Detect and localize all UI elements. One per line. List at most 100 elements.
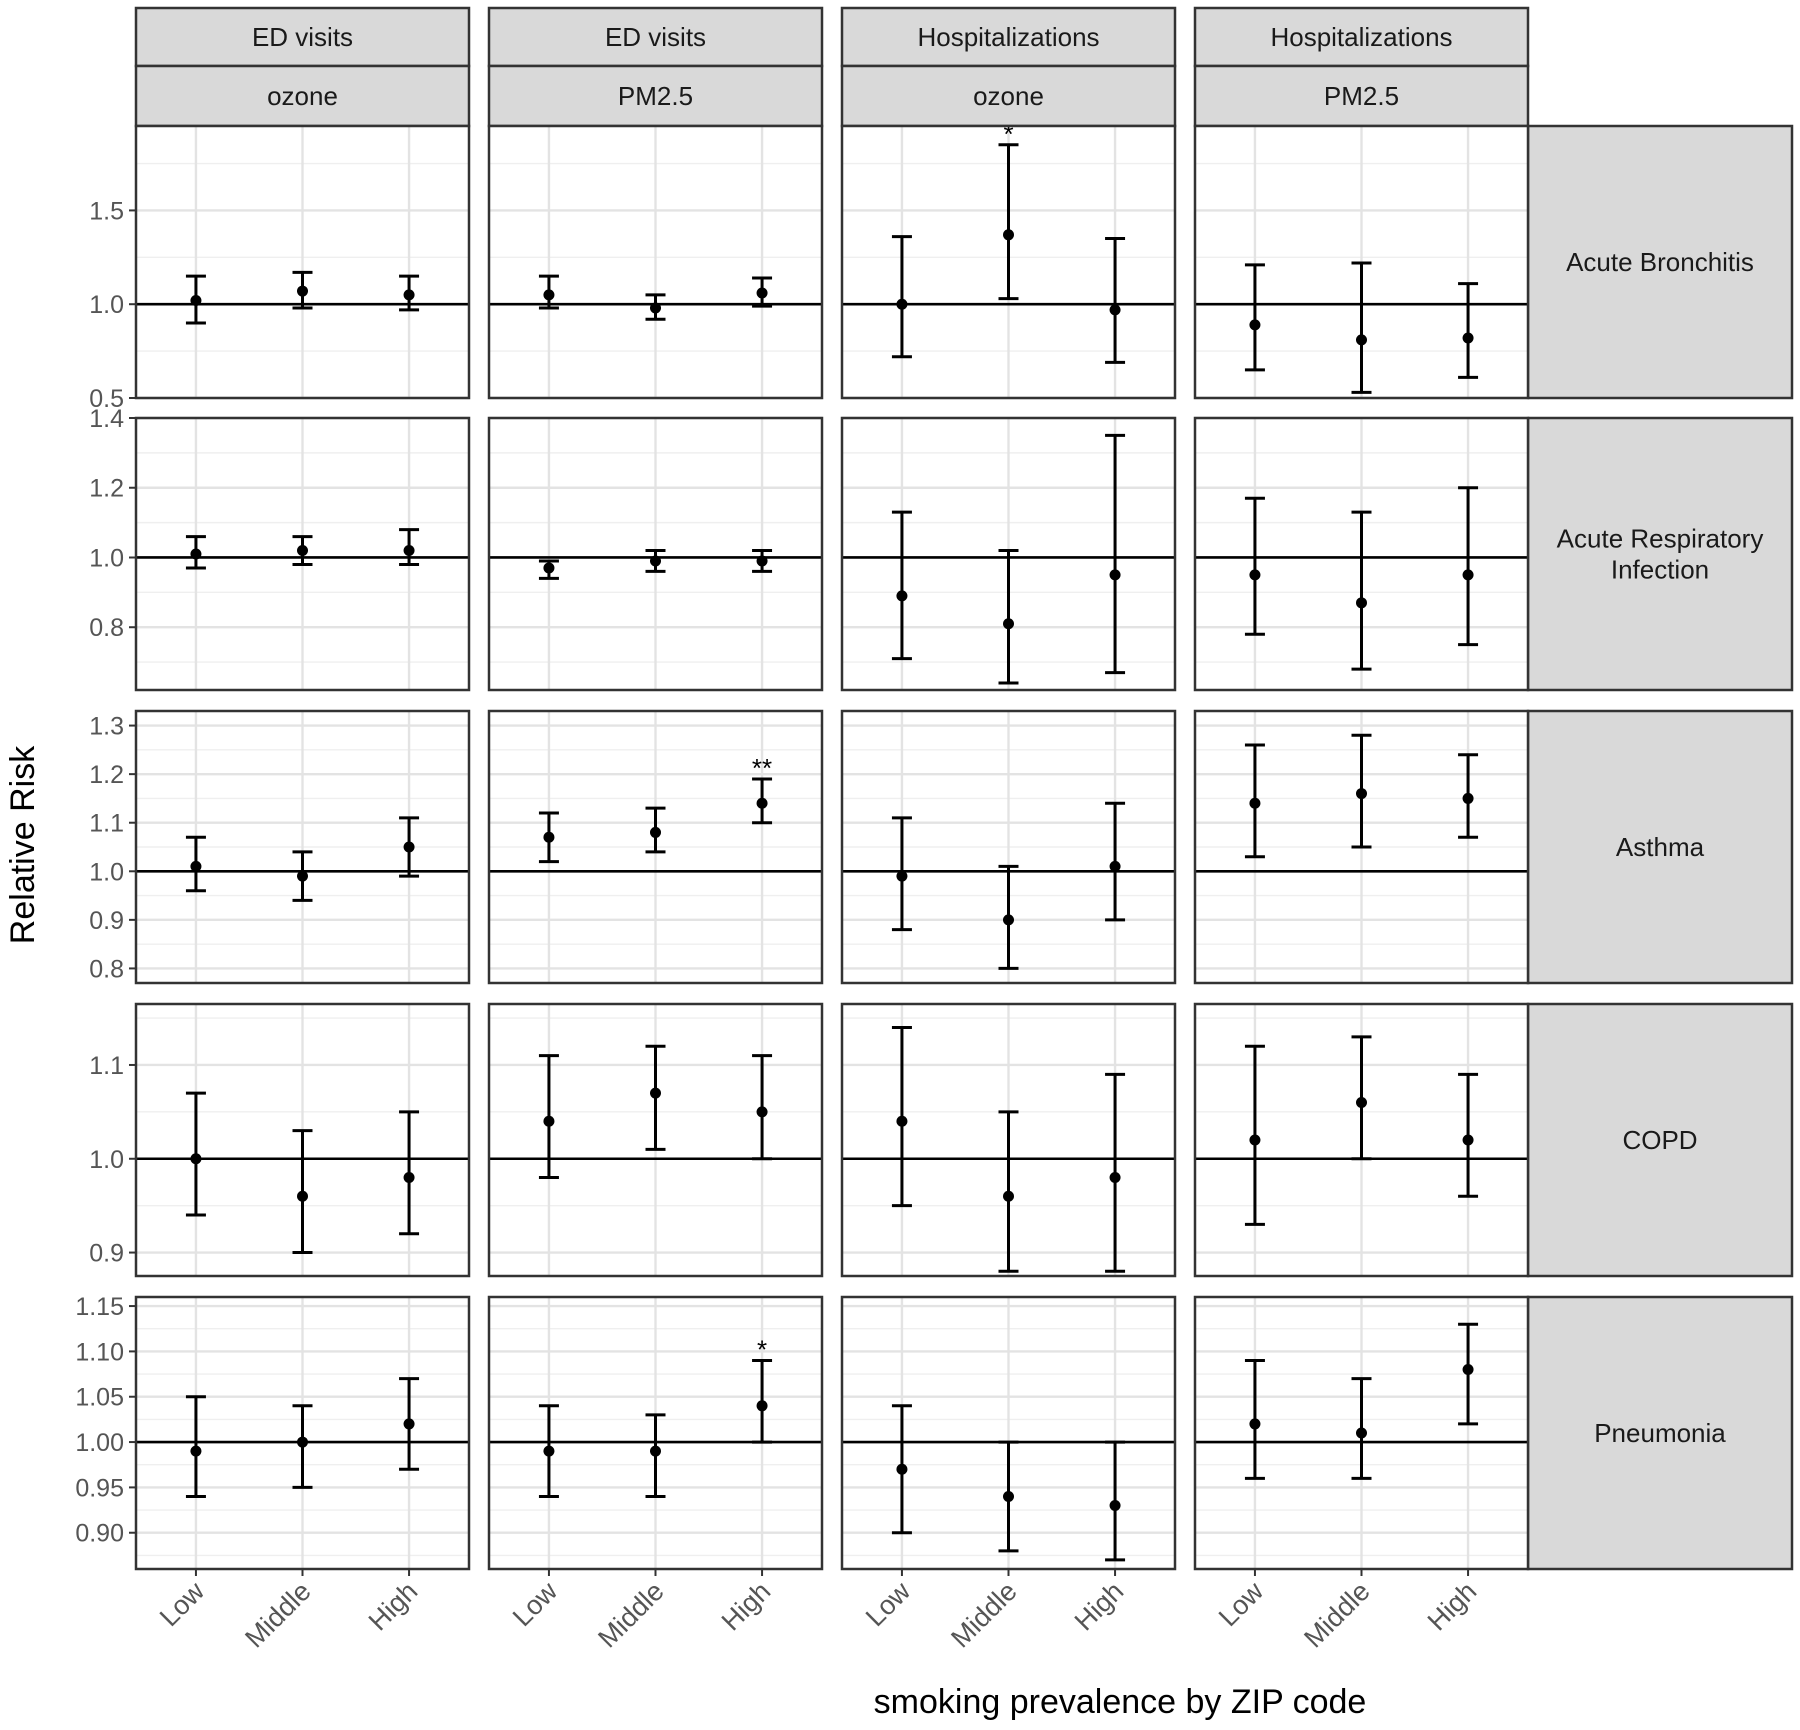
estimate-point [297, 1436, 308, 1448]
strip-row-2 [1526, 709, 1794, 985]
estimate-point [1249, 797, 1261, 809]
x-tick-label: Middle [592, 1576, 669, 1653]
panel-r0-c1 [487, 124, 824, 400]
column-strips: ED visits ozone ED visits PM2.5 Hospitalizat… [134, 6, 1530, 128]
strip-pollutant-label: ozone [267, 81, 338, 111]
panel-border [840, 1002, 1177, 1278]
strip-row-1 [1526, 416, 1794, 692]
x-tick-label: Middle [1298, 1576, 1375, 1653]
estimate-point [896, 1115, 908, 1127]
estimate-point [543, 1115, 555, 1127]
panel-r2-c1: ** [487, 709, 824, 985]
panel-border [487, 416, 824, 692]
estimate-point [650, 826, 661, 838]
y-tick-label: 1.0 [89, 858, 124, 886]
strip-row-label: Asthma [1616, 832, 1705, 862]
x-tick-label: High [716, 1576, 776, 1636]
panel-r3-c1 [487, 1002, 824, 1278]
estimate-point [297, 1190, 308, 1202]
estimate-point [1356, 1096, 1367, 1108]
y-tick-label: 1.2 [89, 761, 124, 789]
panel-r4-c3 [1193, 1295, 1530, 1571]
estimate-point [1462, 792, 1474, 804]
panel-border [840, 416, 1177, 692]
estimate-point [1003, 1190, 1014, 1202]
estimate-point [543, 289, 555, 301]
panel-r0-c0 [134, 124, 471, 400]
x-tick-label: Low [507, 1576, 564, 1633]
x-tick-label: Middle [239, 1576, 316, 1653]
panel-r2-c3 [1193, 709, 1530, 985]
panel-border [487, 709, 824, 985]
estimate-point [297, 285, 308, 297]
strip-row-label: Acute Respiratory [1557, 524, 1764, 554]
estimate-point [543, 562, 555, 574]
strip-outcome-label: ED visits [252, 22, 353, 52]
x-tick-label: High [363, 1576, 423, 1636]
panel-r1-c0 [134, 416, 471, 692]
panel-border [840, 709, 1177, 985]
estimate-point [190, 294, 202, 306]
strip-pollutant-3 [1193, 64, 1530, 128]
estimate-point [403, 1418, 415, 1430]
strip-pollutant-label: PM2.5 [618, 81, 693, 111]
strip-row-4 [1526, 1295, 1794, 1571]
panel-border [134, 1002, 471, 1278]
estimate-point [756, 287, 768, 299]
panel-r3-c3 [1193, 1002, 1530, 1278]
estimate-point [297, 545, 308, 557]
estimate-point [1249, 319, 1261, 331]
panel-r4-c2 [840, 1295, 1177, 1571]
estimate-point [756, 1400, 768, 1412]
panel-r0-c2: * [840, 119, 1177, 400]
significance-marker: * [757, 1334, 767, 1364]
estimate-point [1356, 1427, 1367, 1439]
estimate-point [650, 1445, 661, 1457]
panel-r2-c2 [840, 709, 1177, 985]
significance-marker: * [1003, 119, 1013, 149]
x-tick-label: Low [154, 1576, 211, 1633]
y-tick-label: 0.9 [89, 907, 124, 935]
strip-outcome-label: ED visits [605, 22, 706, 52]
strip-outcome-label: Hospitalizations [917, 22, 1099, 52]
estimate-point [1109, 569, 1121, 581]
y-axis-title: Relative Risk [4, 745, 42, 944]
y-tick-label: 0.90 [75, 1520, 124, 1548]
y-tick-label: 1.00 [75, 1429, 124, 1457]
y-tick-label: 0.5 [89, 385, 124, 413]
panel-r2-c0 [134, 709, 471, 985]
estimate-point [756, 1106, 768, 1118]
estimate-point [1003, 914, 1014, 926]
panel-border [1193, 1002, 1530, 1278]
panel-border [134, 416, 471, 692]
strip-outcome-0 [134, 6, 471, 68]
y-tick-label: 1.15 [75, 1293, 124, 1321]
y-tick-label: 1.1 [89, 810, 124, 838]
estimate-point [756, 797, 768, 809]
y-tick-label: 1.0 [89, 1146, 124, 1174]
strip-row-label: Acute Bronchitis [1566, 247, 1754, 277]
estimate-point [1109, 1500, 1121, 1512]
panel-border [134, 709, 471, 985]
y-tick-label: 1.0 [89, 544, 124, 572]
estimate-point [403, 841, 415, 853]
panel-r4-c0 [134, 1295, 471, 1571]
estimate-point [1462, 332, 1474, 344]
estimate-point [650, 555, 661, 567]
y-tick-label: 1.2 [89, 475, 124, 503]
y-tick-label: 1.3 [89, 713, 124, 741]
estimate-point [896, 1463, 908, 1475]
y-axes: 0.5 1.0 1.5 0.8 1.0 1.2 1.4 0.8 0.9 1.0 1.1 1.2 1.3 0… [75, 197, 136, 1548]
significance-marker: ** [752, 753, 772, 783]
estimate-point [1462, 1364, 1474, 1376]
x-tick-label: Low [1213, 1576, 1270, 1633]
estimate-point [1249, 1418, 1261, 1430]
strip-pollutant-0 [134, 64, 471, 128]
strip-row-label: Infection [1611, 555, 1709, 585]
estimate-point [1356, 334, 1367, 346]
estimate-point [896, 870, 908, 882]
y-tick-label: 1.5 [89, 197, 124, 225]
panel-border [1193, 124, 1530, 400]
estimate-point [1249, 569, 1261, 581]
